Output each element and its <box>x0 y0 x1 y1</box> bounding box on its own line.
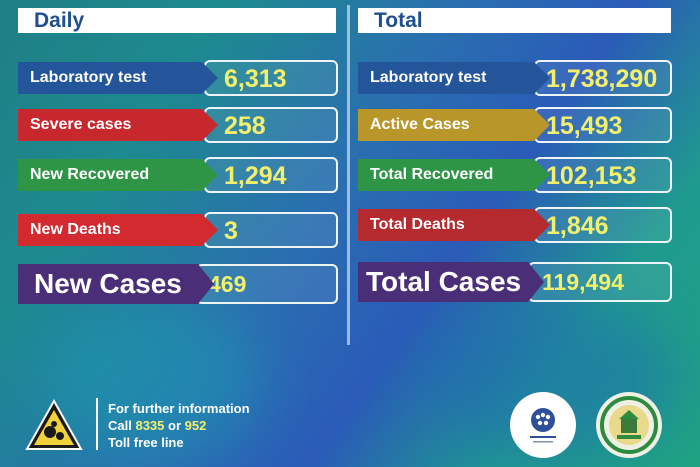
value: 1,294 <box>224 162 287 190</box>
value: 1,846 <box>546 212 609 240</box>
value-box <box>534 107 672 143</box>
ministry-emblem-icon <box>530 408 556 443</box>
total-row-total-cases: 119,494 Total Cases <box>358 262 680 302</box>
health-service-logo <box>596 392 662 458</box>
footer-info: For further information Call 8335 or 952… <box>108 400 250 451</box>
daily-row-severe: 258 Severe cases <box>18 107 340 143</box>
value: 6,313 <box>224 65 287 93</box>
or-label: or <box>168 418 182 433</box>
total-row-recovered: 102,153 Total Recovered <box>358 157 680 193</box>
phone-1[interactable]: 8335 <box>135 418 165 433</box>
label: Total Cases <box>358 262 544 302</box>
label: Active Cases <box>358 109 550 141</box>
value-box <box>204 157 338 193</box>
daily-header: Daily <box>18 8 336 33</box>
warning-icon <box>25 398 83 450</box>
label: Total Deaths <box>358 209 550 241</box>
label: New Cases <box>18 264 214 304</box>
footer-line-1: For further information <box>108 401 250 416</box>
health-service-emblem-icon <box>600 396 658 454</box>
footer-line-3: Toll free line <box>108 435 184 450</box>
label: New Deaths <box>18 214 218 246</box>
total-row-active: 15,493 Active Cases <box>358 107 680 143</box>
footer-divider <box>96 398 98 450</box>
label: New Recovered <box>18 159 218 191</box>
daily-row-lab-test: 6,313 Laboratory test <box>18 60 340 96</box>
value-box <box>534 60 672 96</box>
phone-2[interactable]: 952 <box>184 418 207 433</box>
ministry-logo <box>510 392 576 458</box>
value-box <box>534 207 672 243</box>
value: 3 <box>224 217 238 245</box>
background-blob <box>40 300 260 460</box>
value-box <box>196 264 338 304</box>
footer-line-2: Call 8335 or 952 <box>108 417 250 434</box>
value: 1,738,290 <box>546 65 658 93</box>
daily-row-new-cases: 469 New Cases <box>18 264 340 304</box>
total-row-lab-test: 1,738,290 Laboratory test <box>358 60 680 96</box>
total-row-deaths: 1,846 Total Deaths <box>358 207 680 243</box>
label: Laboratory test <box>358 62 550 94</box>
label: Severe cases <box>18 109 218 141</box>
value-box <box>204 107 338 143</box>
total-header: Total <box>358 8 671 33</box>
value: 102,153 <box>546 162 637 190</box>
value: 15,493 <box>546 112 623 140</box>
daily-row-recovered: 1,294 New Recovered <box>18 157 340 193</box>
value: 258 <box>224 112 266 140</box>
value: 119,494 <box>542 269 624 295</box>
daily-row-deaths: 3 New Deaths <box>18 212 340 248</box>
label: Total Recovered <box>358 159 550 191</box>
call-label: Call <box>108 418 132 433</box>
value-box <box>534 157 672 193</box>
value: 469 <box>208 271 247 297</box>
column-divider <box>347 5 350 345</box>
label: Laboratory test <box>18 62 218 94</box>
